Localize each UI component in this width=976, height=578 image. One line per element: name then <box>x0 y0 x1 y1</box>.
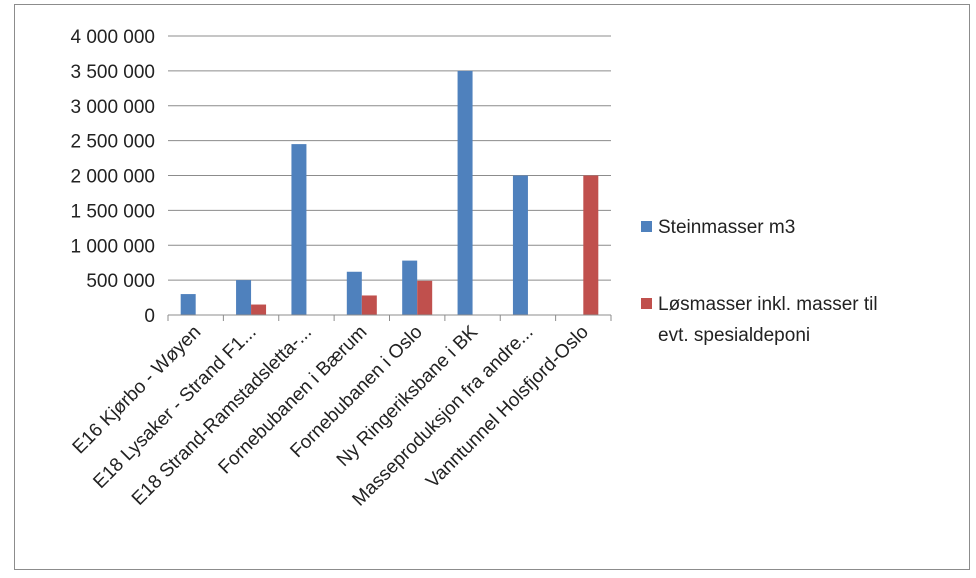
bar <box>583 175 599 315</box>
y-tick-label: 500 000 <box>86 271 155 292</box>
y-tick-label: 1 500 000 <box>70 201 155 222</box>
y-tick-label: 3 000 000 <box>70 97 155 118</box>
legend-swatch <box>641 221 652 232</box>
y-tick-label: 3 500 000 <box>70 62 155 83</box>
y-axis-tick-labels: 0 500 000 1 000 000 1 500 000 2 000 000 2 500… <box>70 27 155 327</box>
y-tick-label: 2 000 000 <box>70 167 155 188</box>
legend: Steinmasser m3 Løsmasser inkl. masser til… <box>641 217 878 346</box>
bar <box>361 295 377 315</box>
bars <box>180 70 599 315</box>
chart-frame: 0 500 000 1 000 000 1 500 000 2 000 000 2 500… <box>14 4 970 570</box>
legend-label: Steinmasser m3 <box>658 217 795 238</box>
gridlines <box>168 35 611 281</box>
x-axis <box>167 314 612 321</box>
bar <box>236 280 252 315</box>
bar-chart: 0 500 000 1 000 000 1 500 000 2 000 000 2 500… <box>69 27 878 511</box>
y-tick-label: 2 500 000 <box>70 132 155 153</box>
y-tick-label: 4 000 000 <box>70 27 155 48</box>
bar <box>251 304 267 315</box>
bar <box>512 175 528 315</box>
bar <box>291 144 307 315</box>
y-tick-label: 1 000 000 <box>70 236 155 257</box>
legend-label: evt. spesialdeponi <box>658 325 810 346</box>
bar <box>417 280 433 315</box>
y-tick-label: 0 <box>144 306 155 327</box>
legend-label: Løsmasser inkl. masser til <box>658 294 878 315</box>
bar <box>346 271 362 315</box>
bar <box>402 260 418 315</box>
bar <box>180 294 196 315</box>
bar <box>457 70 473 315</box>
legend-swatch <box>641 298 652 309</box>
